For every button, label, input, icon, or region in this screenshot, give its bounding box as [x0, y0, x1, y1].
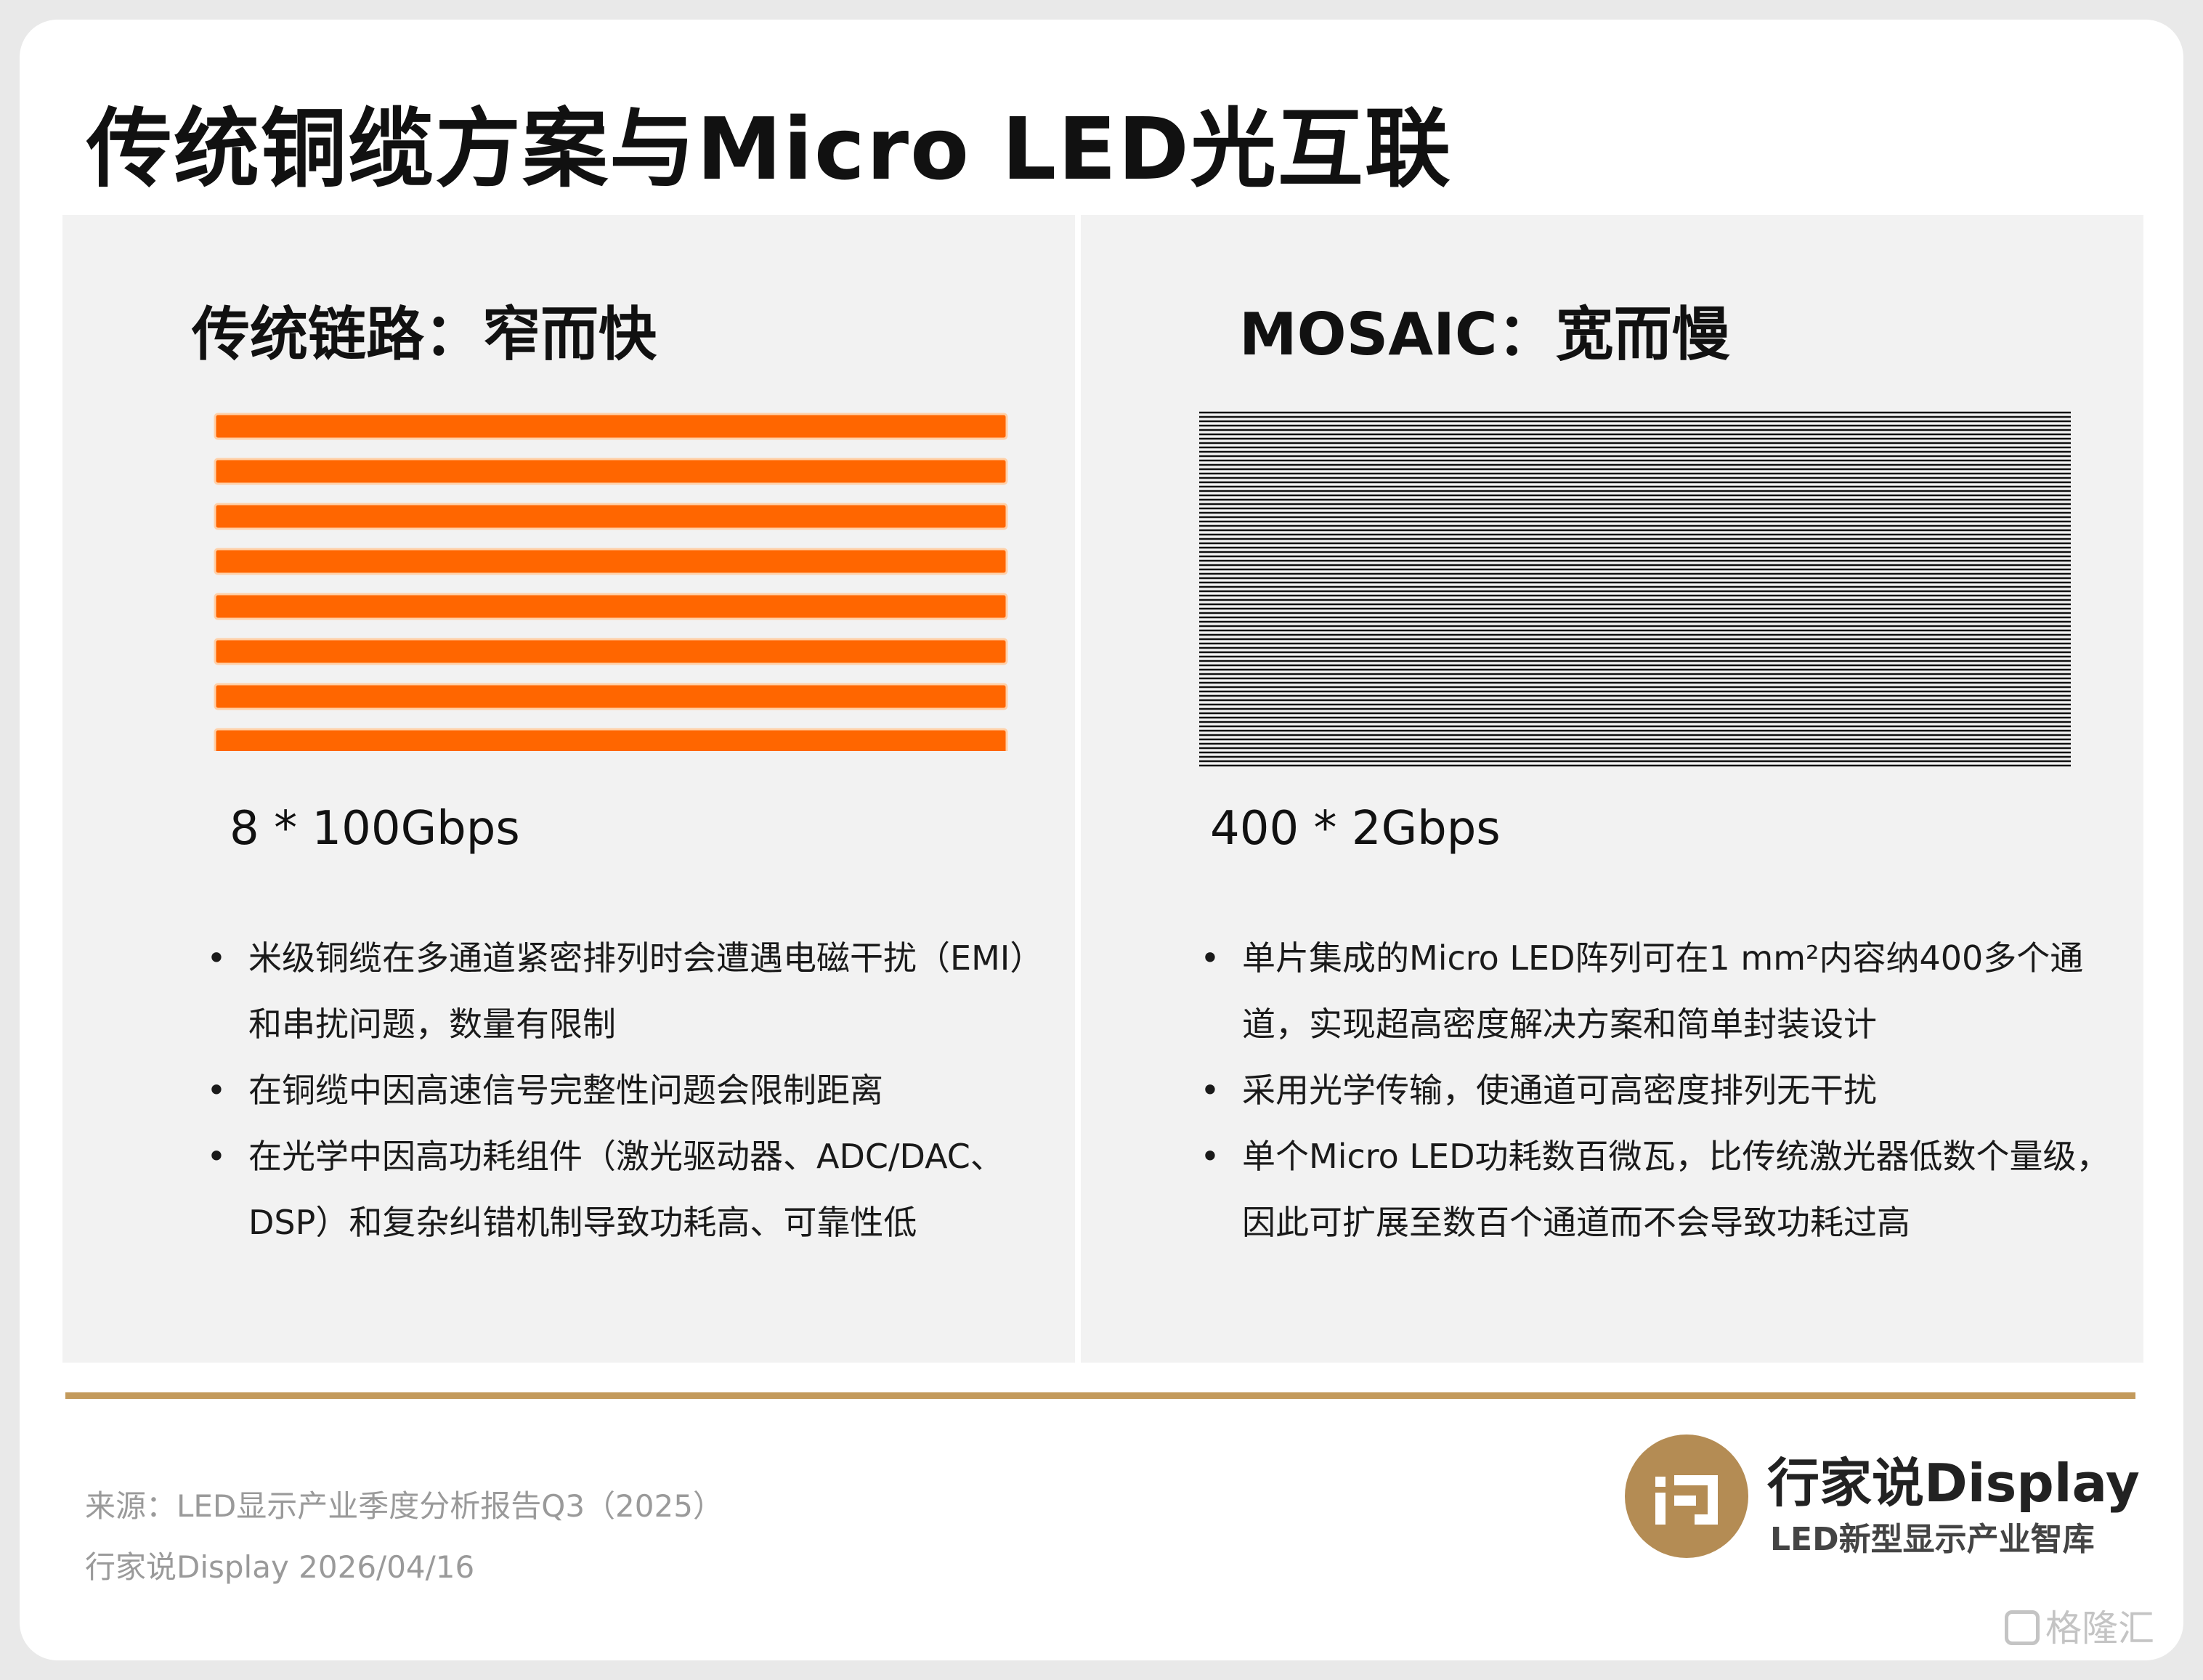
copper-lane	[214, 458, 1008, 485]
bullet-item: • 米级铜缆在多通道紧密排列时会遭遇电磁干扰（EMI）和串扰问题，数量有限制	[202, 925, 1066, 1058]
bullet-text: 单个Micro LED功耗数百微瓦，比传统激光器低数个量级，因此可扩展至数百个通…	[1242, 1137, 2110, 1242]
credit-note: 行家说Display 2026/04/16	[85, 1549, 475, 1585]
page-title: 传统铜缆方案与Micro LED光互联	[86, 99, 1452, 199]
copper-lanes-svg	[214, 413, 1008, 755]
bullet-item: • 在铜缆中因高速信号完整性问题会限制距离	[202, 1058, 1066, 1124]
bullet-item: • 单片集成的Micro LED阵列可在1 mm²内容纳400多个通道，实现超高密…	[1196, 925, 2118, 1058]
bullet-dot: •	[1200, 1137, 1220, 1176]
copper-lane	[214, 548, 1008, 575]
bullet-dot: •	[1200, 938, 1220, 978]
traditional-link-bullets: • 米级铜缆在多通道紧密排列时会遭遇电磁干扰（EMI）和串扰问题，数量有限制 • 在…	[202, 925, 1066, 1256]
copper-lane	[214, 593, 1008, 620]
traditional-link-heading: 传统链路：窄而快	[192, 301, 657, 368]
bullet-text: 在铜缆中因高速信号完整性问题会限制距离	[248, 1071, 883, 1110]
bullet-text: 单片集成的Micro LED阵列可在1 mm²内容纳400多个通道，实现超高密度…	[1242, 938, 2084, 1044]
bullet-text: 采用光学传输，使通道可高密度排列无干扰	[1242, 1071, 1877, 1110]
copper-lane	[214, 638, 1008, 665]
source-note: 来源：LED显示产业季度分析报告Q3（2025）	[85, 1488, 723, 1524]
copper-lane	[214, 413, 1008, 440]
watermark-text: 格隆汇	[2045, 1607, 2154, 1649]
bullet-dot: •	[206, 1071, 227, 1110]
mosaic-panel: MOSAIC：宽而慢 400 * 2Gbps • 单片集成的Micro LED阵列…	[1081, 215, 2143, 1363]
mosaic-bullets: • 单片集成的Micro LED阵列可在1 mm²内容纳400多个通道，实现超高密…	[1196, 925, 2118, 1256]
watermark: 格隆汇	[2005, 1599, 2154, 1652]
traditional-link-panel: 传统链路：窄而快 8 * 100Gbps • 米级铜缆在多通道紧密排列时会遭遇电磁…	[62, 215, 1075, 1363]
copper-lane	[214, 683, 1008, 710]
footer-divider	[65, 1392, 2135, 1399]
copper-lane	[214, 503, 1008, 530]
traditional-link-spec: 8 * 100Gbps	[230, 802, 520, 856]
bullet-text: 米级铜缆在多通道紧密排列时会遭遇电磁干扰（EMI）和串扰问题，数量有限制	[248, 938, 1044, 1044]
bullet-item: • 单个Micro LED功耗数百微瓦，比传统激光器低数个量级，因此可扩展至数百个…	[1196, 1124, 2118, 1256]
copper-lanes-graphic	[214, 410, 1008, 755]
watermark-icon	[2005, 1610, 2040, 1645]
bullet-item: • 在光学中因高功耗组件（激光驱动器、ADC/DAC、DSP）和复杂纠错机制导致功…	[202, 1124, 1066, 1256]
bullet-dot: •	[206, 938, 227, 978]
bullet-dot: •	[1200, 1071, 1220, 1110]
brand-block: 行家说Display LED新型显示产业智库	[1625, 1435, 2162, 1602]
brand-logo-icon	[1625, 1435, 1748, 1558]
brand-name: 行家说Display	[1767, 1453, 2140, 1514]
mosaic-heading: MOSAIC：宽而慢	[1239, 301, 1730, 368]
bullet-text: 在光学中因高功耗组件（激光驱动器、ADC/DAC、DSP）和复杂纠错机制导致功耗…	[248, 1137, 1004, 1242]
bullet-dot: •	[206, 1137, 227, 1176]
optical-channels-svg	[1199, 411, 2071, 767]
infographic-card: 传统铜缆方案与Micro LED光互联 传统链路：窄而快 8 * 100Gbps…	[20, 20, 2183, 1660]
optical-channels-graphic	[1199, 410, 2071, 773]
bullet-item: • 采用光学传输，使通道可高密度排列无干扰	[1196, 1058, 2118, 1124]
copper-lane	[214, 728, 1008, 755]
brand-logo-mark	[1655, 1475, 1718, 1525]
brand-tagline: LED新型显示产业智库	[1770, 1521, 2095, 1558]
mosaic-spec: 400 * 2Gbps	[1210, 802, 1501, 856]
